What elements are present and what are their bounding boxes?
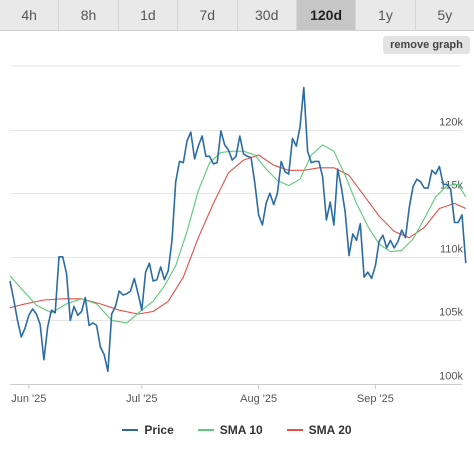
legend-label-price: Price <box>144 423 174 437</box>
y-tick-label: 110k <box>440 244 464 256</box>
range-tab-30d[interactable]: 30d <box>238 0 297 30</box>
x-tick-label: Aug '25 <box>240 393 277 405</box>
range-tab-8h[interactable]: 8h <box>59 0 119 30</box>
range-tab-1y[interactable]: 1y <box>356 0 416 30</box>
series-line-price <box>9 86 467 373</box>
chart-series <box>9 86 467 373</box>
series-line-sma20 <box>9 154 467 315</box>
y-tick-label: 120k <box>439 117 463 129</box>
range-tab-7d[interactable]: 7d <box>178 0 238 30</box>
series-line-sma10 <box>9 144 467 324</box>
y-tick-label: 100k <box>439 371 463 383</box>
legend-swatch-sma20 <box>286 429 303 431</box>
legend-item-sma20[interactable]: SMA 20 <box>286 423 352 437</box>
legend-label-sma10: SMA 10 <box>219 423 263 437</box>
range-tab-4h[interactable]: 4h <box>0 0 60 30</box>
x-tick-label: Sep '25 <box>357 393 394 405</box>
range-tab-5y[interactable]: 5y <box>437 7 453 23</box>
time-range-selector: 4h 8h 1d 7d 30d 120d 1y 5y <box>0 0 474 31</box>
legend-swatch-sma10 <box>197 429 214 431</box>
range-tab-1d[interactable]: 1d <box>119 0 179 30</box>
range-tab-120d[interactable]: 120d <box>296 0 357 30</box>
chart-legend: Price SMA 10 SMA 20 <box>0 421 474 439</box>
remove-graph-button[interactable]: remove graph <box>383 36 470 54</box>
x-tick-label: Jul '25 <box>126 393 157 405</box>
chart-grid <box>10 65 462 385</box>
legend-swatch-price <box>122 429 139 431</box>
y-tick-label: 105k <box>439 307 463 319</box>
x-tick-label: Jun '25 <box>11 393 46 405</box>
legend-label-sma20: SMA 20 <box>308 423 352 437</box>
legend-item-price[interactable]: Price <box>122 423 174 437</box>
legend-item-sma10[interactable]: SMA 10 <box>197 423 263 437</box>
